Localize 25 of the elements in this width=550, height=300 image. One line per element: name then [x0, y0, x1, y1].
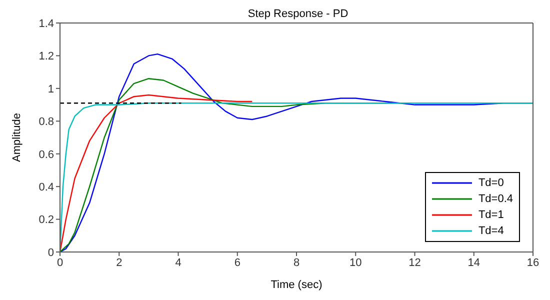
x-tick-label: 8: [293, 256, 300, 269]
y-tick-label: 0.8: [38, 116, 54, 128]
x-tick-label: 0: [56, 256, 64, 269]
y-tick-label: 0.6: [38, 148, 54, 161]
x-tick-label: 10: [350, 256, 362, 269]
y-axis-title: Amplitude: [10, 113, 23, 162]
x-tick-label: 14: [468, 256, 480, 269]
chart-title: Step Response - PD: [246, 8, 350, 20]
x-tick-label: 4: [175, 256, 182, 269]
legend-label: Td=4: [478, 225, 504, 237]
x-tick-label: 16: [526, 256, 540, 269]
legend-label: Td=0.4: [478, 193, 513, 205]
x-tick-label: 6: [234, 256, 240, 269]
x-tick-label: 2: [116, 256, 122, 269]
y-tick-label: 0.4: [38, 181, 54, 194]
y-tick-label: 0.2: [38, 214, 54, 226]
line-series: [60, 94, 253, 252]
x-axis-title: Time (sec): [270, 279, 322, 291]
y-tick-label: 0: [48, 246, 54, 259]
legend-label: Td=0: [478, 177, 504, 189]
y-tick-label: 1: [48, 83, 54, 96]
legend-label: Td=1: [478, 209, 504, 221]
x-tick-label: 12: [408, 256, 421, 269]
y-tick-label: 1.4: [38, 18, 54, 30]
y-tick-label: 1.2: [38, 50, 54, 63]
